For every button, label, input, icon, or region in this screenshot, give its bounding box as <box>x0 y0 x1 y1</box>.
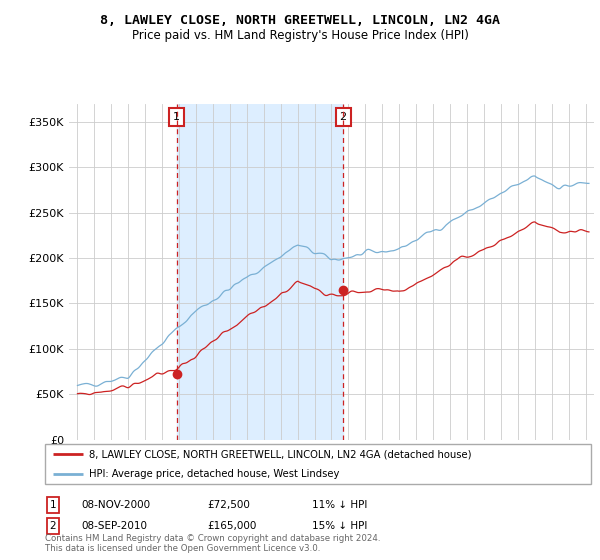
Text: £165,000: £165,000 <box>207 521 256 531</box>
Text: 15% ↓ HPI: 15% ↓ HPI <box>312 521 367 531</box>
Text: 8, LAWLEY CLOSE, NORTH GREETWELL, LINCOLN, LN2 4GA: 8, LAWLEY CLOSE, NORTH GREETWELL, LINCOL… <box>100 14 500 27</box>
Text: Price paid vs. HM Land Registry's House Price Index (HPI): Price paid vs. HM Land Registry's House … <box>131 29 469 42</box>
Text: 1: 1 <box>49 500 56 510</box>
Text: Contains HM Land Registry data © Crown copyright and database right 2024.
This d: Contains HM Land Registry data © Crown c… <box>45 534 380 553</box>
FancyBboxPatch shape <box>45 444 591 484</box>
Text: HPI: Average price, detached house, West Lindsey: HPI: Average price, detached house, West… <box>89 469 339 479</box>
Text: 1: 1 <box>173 112 180 122</box>
Text: 8, LAWLEY CLOSE, NORTH GREETWELL, LINCOLN, LN2 4GA (detached house): 8, LAWLEY CLOSE, NORTH GREETWELL, LINCOL… <box>89 449 471 459</box>
Text: 2: 2 <box>340 112 347 122</box>
Text: £72,500: £72,500 <box>207 500 250 510</box>
Text: 2: 2 <box>49 521 56 531</box>
Bar <box>176 104 343 440</box>
Text: 08-SEP-2010: 08-SEP-2010 <box>81 521 147 531</box>
Text: 11% ↓ HPI: 11% ↓ HPI <box>312 500 367 510</box>
Text: 08-NOV-2000: 08-NOV-2000 <box>81 500 150 510</box>
